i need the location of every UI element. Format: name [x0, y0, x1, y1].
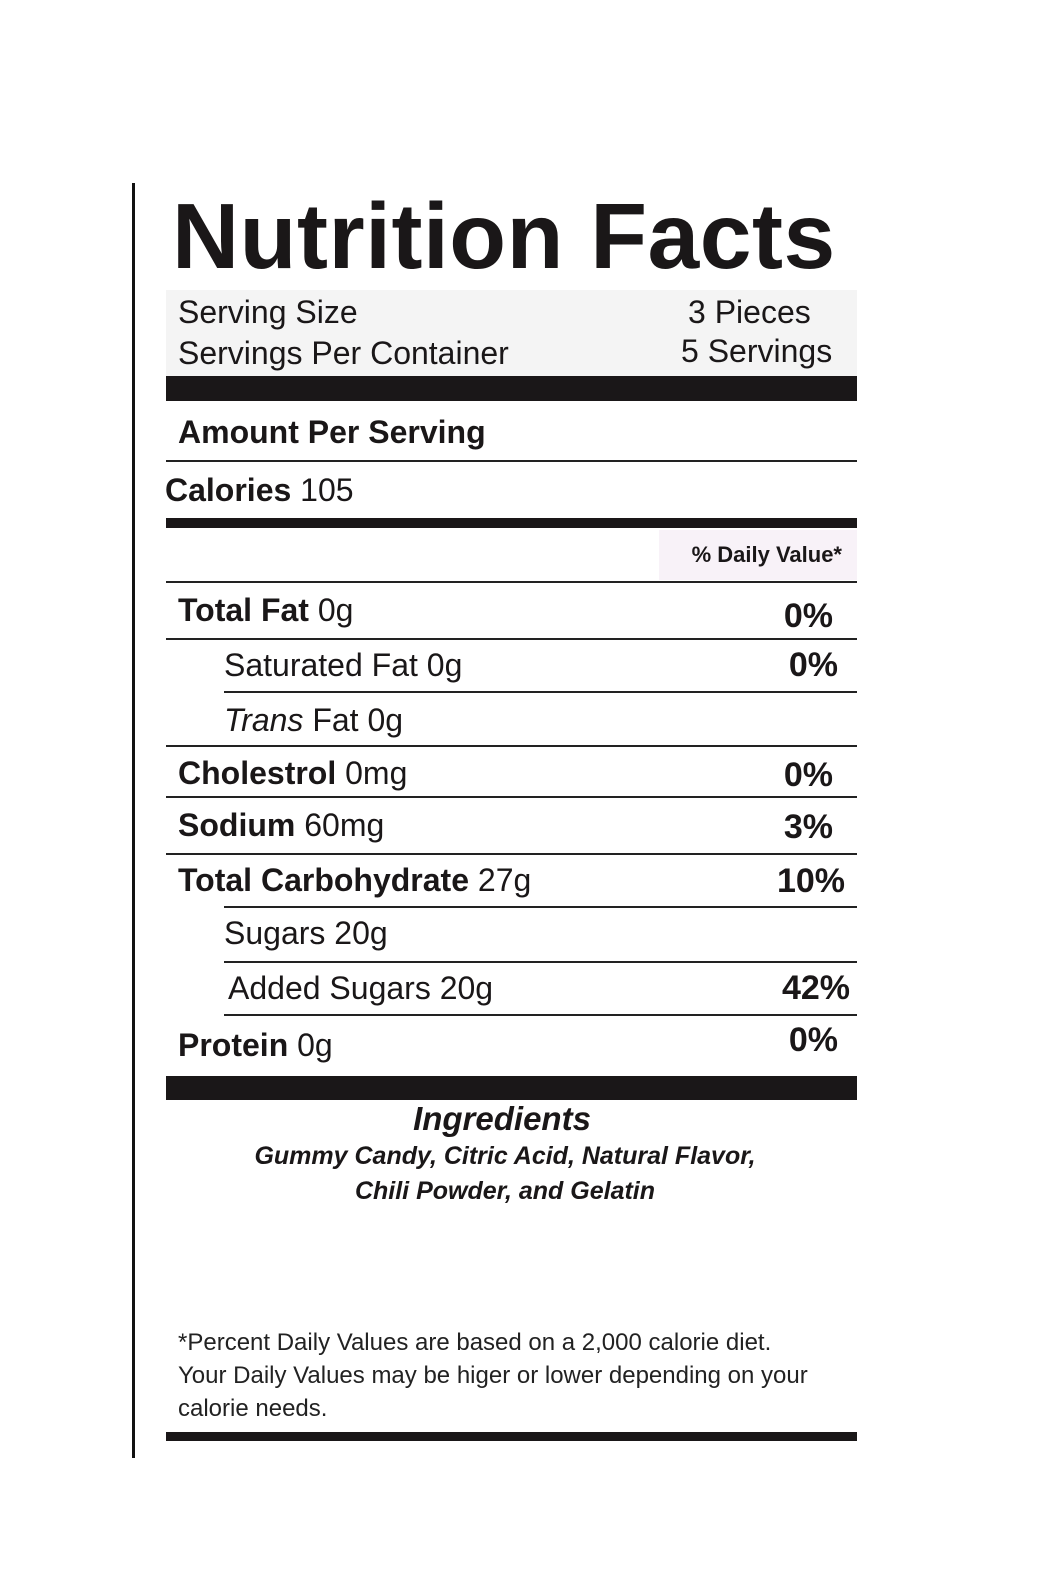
divider: [166, 581, 857, 583]
nutrient-row-sugars: Sugars 20g: [224, 915, 388, 951]
calories-label: Calories: [165, 472, 292, 508]
divider: [224, 1014, 857, 1016]
nutrient-amount: 0mg: [345, 755, 408, 791]
nutrient-label: Sodium: [178, 807, 296, 843]
nutrient-amount: 0g: [426, 647, 463, 683]
divider: [224, 961, 857, 963]
left-border-line: [132, 183, 135, 1458]
divider: [166, 460, 857, 462]
nutrient-dv: 0%: [783, 597, 833, 635]
serving-size-value: 3 Pieces: [688, 294, 811, 330]
thick-divider: [166, 1076, 857, 1100]
medium-divider: [166, 518, 857, 528]
nutrient-label: Sugars: [224, 915, 326, 951]
servings-per-container-label: Servings Per Container: [178, 335, 509, 371]
nutrient-dv: 10%: [776, 862, 845, 900]
nutrient-label: Protein: [178, 1027, 289, 1063]
calories-row: Calories 105: [165, 472, 354, 508]
calories-value: 105: [300, 472, 354, 508]
nutrient-row-sodium: Sodium 60mg: [178, 807, 384, 843]
divider: [166, 853, 857, 855]
ingredients-line: Gummy Candy, Citric Acid, Natural Flavor…: [254, 1142, 756, 1170]
ingredients-line: Chili Powder, and Gelatin: [354, 1177, 656, 1205]
footnote-line: Your Daily Values may be higer or lower …: [178, 1362, 808, 1389]
amount-per-serving: Amount Per Serving: [178, 414, 486, 450]
nutrient-label: Saturated Fat: [224, 647, 418, 683]
nutrient-amount: 60mg: [304, 807, 385, 843]
nutrient-label: Total Fat: [178, 592, 309, 628]
serving-size-label: Serving Size: [178, 294, 358, 330]
daily-value-header-box: [659, 530, 857, 580]
divider: [224, 691, 857, 693]
nutrient-dv: 3%: [783, 808, 833, 846]
nutrient-label: Trans: [224, 702, 304, 738]
divider: [224, 906, 857, 908]
footnote-line: *Percent Daily Values are based on a 2,0…: [178, 1329, 772, 1356]
nutrient-row-total-carbohydrate: Total Carbohydrate 27g: [178, 862, 531, 898]
nutrient-amount: 0g: [367, 702, 404, 738]
bottom-divider: [166, 1432, 857, 1441]
nutrient-label: Cholestrol: [178, 755, 337, 791]
nutrient-label: Total Carbohydrate: [178, 862, 469, 898]
nutrient-row-cholestrol: Cholestrol 0mg: [178, 755, 407, 791]
footnote-line: calorie needs.: [178, 1395, 328, 1422]
servings-per-container-value: 5 Servings: [681, 333, 833, 369]
nutrient-amount: 20g: [439, 970, 494, 1006]
divider: [166, 796, 857, 798]
ingredients-list: Gummy Candy, Citric Acid, Natural Flavor…: [166, 1139, 844, 1209]
nutrient-dv: 0%: [788, 646, 838, 684]
nutrient-dv: 42%: [781, 969, 850, 1007]
nutrient-row-total-fat: Total Fat 0g: [178, 592, 353, 628]
nutrient-dv: 0%: [788, 1021, 838, 1059]
nutrient-row-protein: Protein 0g: [178, 1027, 333, 1063]
nutrient-label: Added Sugars: [228, 970, 431, 1006]
nutrient-label-rest: Fat: [312, 702, 359, 738]
nutrient-amount: 0g: [297, 1027, 333, 1063]
ingredients-title: Ingredients: [413, 1100, 591, 1137]
nutrient-row-added-sugars: Added Sugars 20g: [228, 970, 493, 1006]
nutrient-amount: 20g: [334, 915, 388, 951]
footnote: *Percent Daily Values are based on a 2,0…: [178, 1326, 878, 1425]
nutrient-dv: 0%: [783, 756, 833, 794]
daily-value-header: % Daily Value*: [691, 542, 842, 567]
nutrient-amount: 0g: [317, 592, 354, 628]
label-title: Nutrition Facts: [172, 184, 836, 288]
divider: [166, 638, 857, 640]
nutrient-amount: 27g: [477, 862, 532, 898]
serving-info-box: [166, 290, 857, 376]
nutrient-row-saturated-fat: Saturated Fat 0g: [224, 647, 462, 683]
thick-divider: [166, 376, 857, 401]
nutrient-row-trans-fat: Trans Fat 0g: [224, 702, 403, 738]
divider: [166, 745, 857, 747]
